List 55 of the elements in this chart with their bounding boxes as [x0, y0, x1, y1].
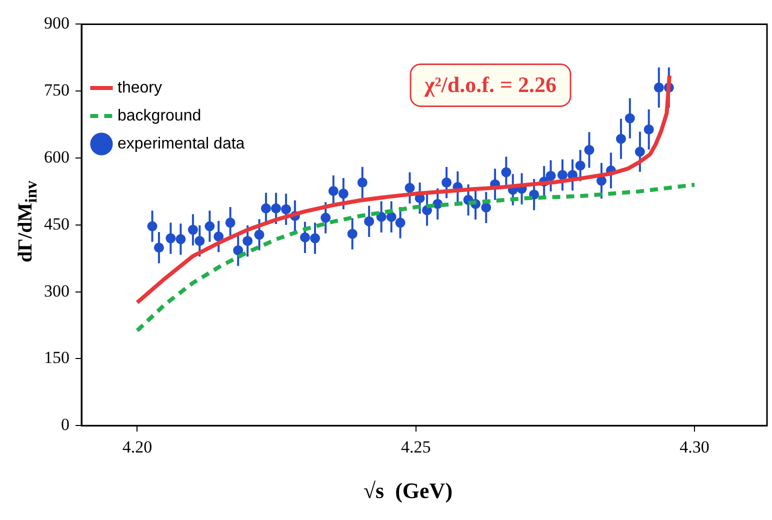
point	[242, 236, 253, 246]
legend-label: background	[118, 107, 202, 124]
point	[442, 178, 452, 188]
point	[357, 178, 368, 188]
y-tick-label: 150	[44, 348, 70, 368]
point	[575, 160, 586, 171]
x-tick-label: 4.30	[680, 437, 710, 456]
annotation: χ²/d.o.f. = 2.26	[424, 72, 557, 97]
y-tick-label: 600	[44, 147, 70, 166]
point	[320, 212, 331, 223]
x-axis-title: √s (GeV)	[362, 478, 454, 504]
point	[654, 82, 664, 93]
point	[300, 232, 310, 242]
point	[271, 203, 282, 214]
x-tick-label: 4.25	[401, 437, 431, 456]
legend-label: theory	[118, 79, 162, 96]
point	[176, 234, 186, 244]
point	[310, 233, 320, 244]
y-tick-label: 900	[44, 14, 70, 33]
point	[204, 221, 215, 232]
x-tick-label: 4.20	[122, 437, 152, 456]
point	[364, 216, 374, 226]
point	[386, 212, 396, 222]
y-tick-label: 450	[44, 214, 70, 234]
point	[154, 242, 164, 253]
point	[260, 203, 271, 214]
point	[281, 204, 292, 214]
point	[188, 224, 198, 235]
point	[634, 146, 645, 157]
point	[166, 233, 176, 244]
point	[194, 236, 205, 246]
y-tick-label: 0	[61, 415, 70, 434]
point	[328, 186, 338, 196]
point	[376, 212, 386, 222]
line-series	[135, 182, 697, 333]
point	[147, 221, 158, 232]
legend-label: experimental data	[118, 135, 245, 152]
point	[501, 167, 512, 178]
point	[624, 113, 635, 124]
point	[481, 202, 492, 213]
point	[254, 230, 264, 240]
y-tick-label: 300	[44, 281, 70, 300]
point	[338, 188, 348, 199]
point	[395, 218, 406, 228]
point	[347, 228, 358, 239]
point	[214, 231, 224, 242]
point	[644, 124, 654, 134]
point	[546, 170, 556, 181]
point	[233, 245, 244, 256]
point	[225, 218, 236, 228]
point	[584, 144, 594, 155]
point	[404, 182, 415, 193]
point	[557, 170, 568, 180]
y-tick-label: 750	[44, 80, 70, 100]
point	[616, 134, 626, 144]
